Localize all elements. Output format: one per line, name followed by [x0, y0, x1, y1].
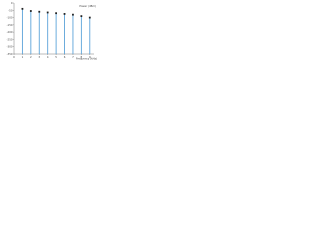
x-tick-label: 4 — [47, 55, 49, 59]
y-tick-label: -100 — [7, 16, 13, 20]
x-tick-label: 7 — [72, 55, 74, 59]
marker — [29, 10, 32, 12]
x-tick-label: 2 — [30, 55, 32, 59]
x-tick-label: 5 — [55, 55, 57, 59]
x-tick-label: 8 — [81, 55, 83, 59]
y-tick-label: -300 — [7, 45, 13, 49]
marker — [63, 13, 66, 15]
y-tick-label: -50 — [8, 8, 13, 12]
marker — [38, 10, 41, 13]
marker — [46, 11, 49, 14]
marker — [21, 7, 24, 10]
y-tick-label: -350 — [7, 52, 13, 56]
marker — [80, 15, 83, 18]
y-tick-label: -150 — [7, 23, 13, 27]
x-axis-label: Frequency (kHz) — [76, 57, 97, 61]
x-tick-label: 1 — [22, 55, 24, 59]
y-tick-label: -200 — [7, 30, 13, 34]
y-axis-label: Power (dBm) — [79, 4, 96, 8]
x-tick-label: 9 — [89, 55, 91, 59]
x-tick-label: 6 — [64, 55, 66, 59]
marker — [72, 13, 74, 16]
x-tick-label: 0 — [13, 55, 15, 59]
y-tick-label: -250 — [7, 37, 13, 41]
chart: Frequency (kHz) Power (dBm) 0 -50 -100 -150… — [7, 1, 97, 61]
marker — [88, 16, 91, 19]
x-tick-label: 3 — [38, 55, 40, 59]
y-tick-label: 0 — [11, 1, 13, 5]
marker — [55, 12, 58, 15]
